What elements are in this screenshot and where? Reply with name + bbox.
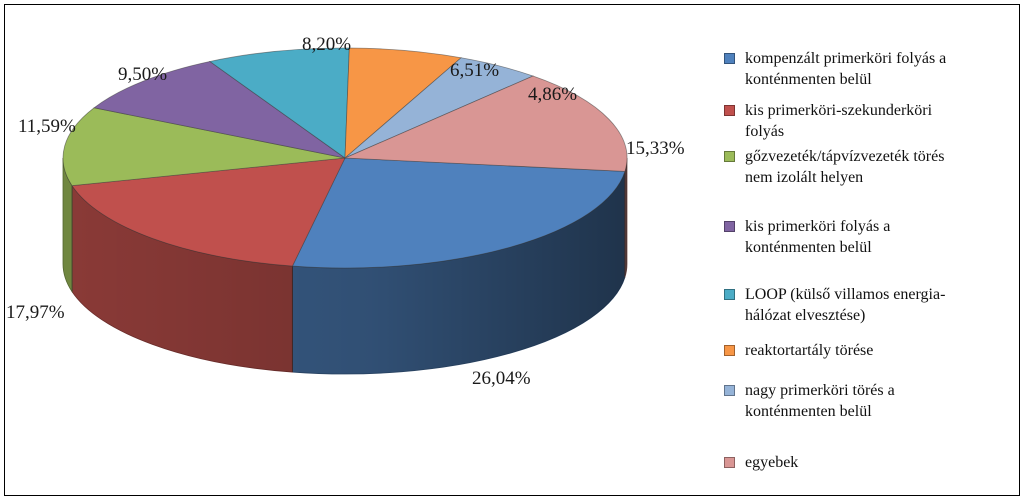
data-label-0: 26,04% (472, 368, 531, 389)
pie-slice-3 (93, 61, 346, 159)
legend-item: gőzvezeték/tápvízvezeték törés nem izolál… (724, 146, 1016, 188)
legend-label-line: nagy primerköri törés a (745, 382, 895, 399)
legend-item: nagy primerköri törés a konténmenten belü… (724, 380, 1016, 422)
legend-label-line: kis primerköri folyás a (745, 218, 891, 235)
legend-label: gőzvezeték/tápvízvezeték törés nem izolál… (745, 146, 944, 188)
legend-swatch (724, 53, 735, 64)
pie-slice-7 (344, 75, 628, 172)
pie-tops (62, 47, 628, 269)
data-label-4: 8,20% (302, 34, 351, 55)
legend-label-line: konténmenten belül (745, 239, 872, 256)
legend-label: kompenzált primerköri folyás a konténment… (745, 48, 946, 90)
legend-swatch (724, 289, 735, 300)
legend-swatch (724, 221, 735, 232)
legend-label: kis primerköri folyás a konténmenten belü… (745, 216, 890, 258)
legend-label-line: egyebek (745, 454, 799, 471)
pie-slice-1 (71, 157, 346, 267)
data-label-1: 17,97% (6, 302, 65, 323)
data-label-7: 15,33% (626, 138, 685, 159)
legend-label: egyebek (745, 452, 798, 473)
legend-item: kompenzált primerköri folyás a konténment… (724, 48, 1016, 90)
legend-label-line: folyás (745, 123, 785, 140)
legend-swatch (724, 385, 735, 396)
legend-label: LOOP (külső villamos energia-hálózat elv… (745, 284, 945, 326)
legend-label-line: nem izolált helyen (745, 169, 864, 186)
legend-label-line: konténmenten belül (745, 71, 872, 88)
legend-item: egyebek (724, 452, 1016, 473)
legend-label: nagy primerköri törés a konténmenten belü… (745, 380, 895, 422)
pie-side-shading (63, 158, 627, 374)
legend-label-line: konténmenten belül (745, 403, 872, 420)
legend-label-line: LOOP (külső villamos energia- (745, 286, 946, 303)
data-label-5: 6,51% (450, 60, 499, 81)
legend-label: reaktortartály törése (745, 340, 873, 361)
pie-slice-5 (344, 47, 463, 159)
legend-swatch (724, 457, 735, 468)
legend-item: LOOP (külső villamos energia-hálózat elv… (724, 284, 1016, 326)
data-label-3: 9,50% (118, 64, 167, 85)
pie-sides (62, 157, 628, 375)
data-label-2: 11,59% (18, 116, 76, 137)
legend-label-line: kis primerköri-szekunderköri (745, 102, 933, 119)
legend-label: kis primerköri-szekunderköri folyás (745, 100, 932, 142)
pie-labels: 26,04% 17,97% 11,59% 9,50% 8,20% 6,51% 4,86% 15… (6, 34, 685, 389)
pie-slice-0 (291, 157, 626, 269)
legend-label-line: reaktortartály törése (745, 342, 874, 359)
data-label-6: 4,86% (528, 84, 577, 105)
legend-item: kis primerköri folyás a konténmenten belü… (724, 216, 1016, 258)
pie-slice-2 (62, 107, 346, 187)
legend-swatch (724, 345, 735, 356)
legend-label-line: hálózat elvesztése) (745, 307, 866, 324)
legend-item: kis primerköri-szekunderköri folyás (724, 100, 1016, 142)
legend-item: reaktortartály törése (724, 340, 1016, 361)
legend-swatch (724, 151, 735, 162)
legend-swatch (724, 105, 735, 116)
legend-label-line: kompenzált primerköri folyás a (745, 50, 947, 67)
pie-slice-4 (208, 47, 350, 159)
legend-label-line: gőzvezeték/tápvízvezeték törés (745, 148, 945, 165)
